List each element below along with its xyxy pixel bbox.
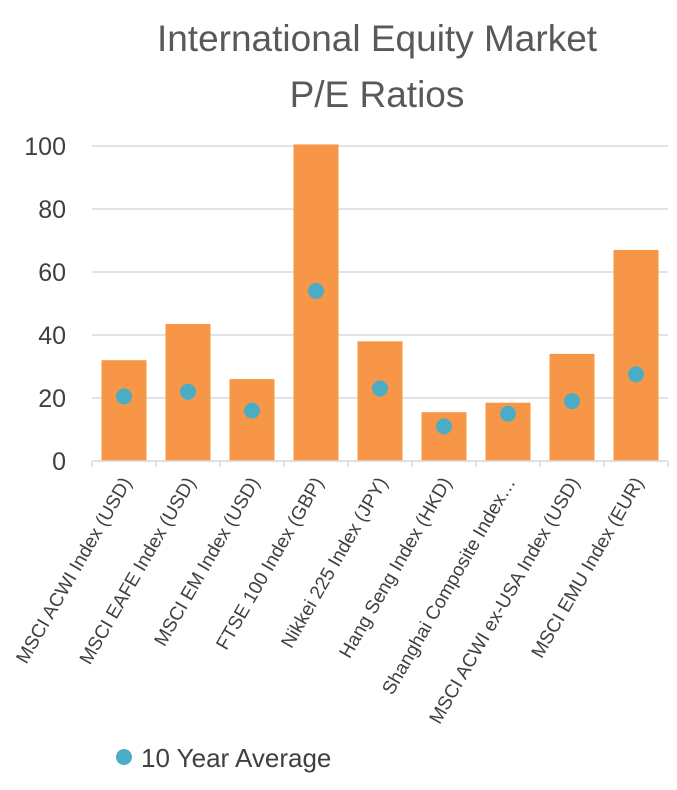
average-marker-3	[244, 402, 260, 419]
average-marker-9	[628, 366, 644, 383]
legend-marker-10-year-average	[116, 749, 132, 765]
bar-3	[229, 379, 275, 461]
legend: 10 Year Average	[116, 743, 331, 773]
bar-5	[357, 341, 403, 461]
chart-title-line-1: International Equity Market	[157, 18, 598, 59]
y-tick-label: 20	[38, 385, 66, 413]
bar-4	[293, 144, 339, 462]
x-category-label: Shanghai Composite Index…	[379, 474, 521, 699]
chart-title-line-2: P/E Ratios	[290, 74, 465, 115]
bar-1	[101, 360, 147, 461]
chart-title: International Equity Market P/E Ratios	[157, 18, 598, 115]
average-marker-2	[180, 383, 196, 400]
average-marker-1	[116, 388, 132, 405]
average-marker-5	[372, 380, 388, 397]
y-tick-label: 80	[38, 196, 66, 224]
bar-9	[613, 249, 659, 461]
average-marker-8	[564, 393, 580, 410]
y-tick-label: 0	[52, 448, 66, 476]
x-category-label: MSCI ACWI Index (USD)	[13, 474, 137, 667]
legend-label-10-year-average: 10 Year Average	[141, 743, 331, 773]
x-category-label: Hang Seng Index (HKD)	[336, 474, 457, 662]
x-category-label: MSCI EAFE Index (USD)	[76, 474, 200, 668]
average-markers	[116, 282, 644, 435]
y-tick-label: 40	[38, 322, 66, 350]
x-axis-category-labels: MSCI ACWI Index (USD)MSCI EAFE Index (US…	[13, 474, 649, 728]
x-category-label: MSCI EMU Index (EUR)	[528, 474, 649, 662]
average-marker-4	[308, 282, 324, 299]
y-tick-label: 60	[38, 259, 66, 287]
average-marker-7	[500, 405, 516, 422]
y-axis-tick-labels: 0 20 40 60 80 100	[24, 133, 66, 476]
x-axis	[91, 460, 669, 467]
bars	[101, 144, 659, 462]
average-marker-6	[436, 418, 452, 435]
y-tick-label: 100	[24, 133, 66, 161]
